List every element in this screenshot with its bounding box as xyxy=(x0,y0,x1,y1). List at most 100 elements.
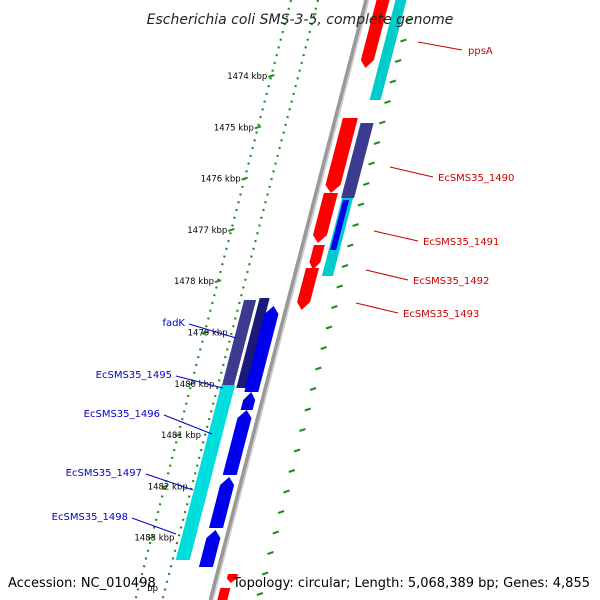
feature-track xyxy=(175,0,407,600)
minor-tick xyxy=(394,59,402,63)
EcSMS35_1491-cds xyxy=(313,193,338,243)
tick-label-1480: 1480 kbp xyxy=(174,380,214,390)
minor-tick xyxy=(362,182,370,186)
tick-label-1476: 1476 kbp xyxy=(201,175,241,185)
EcSMS35_1492-feature xyxy=(321,250,340,276)
minor-tick xyxy=(277,510,285,514)
gene-labels: ppsA EcSMS35_1490 EcSMS35_1491 EcSMS35_1492… xyxy=(52,41,514,535)
minor-tick xyxy=(261,571,269,576)
minor-tick xyxy=(256,592,264,596)
tick-label-partial: bp xyxy=(147,584,158,594)
minor-tick xyxy=(378,120,386,125)
accession-text: Accession: NC_010498 xyxy=(8,576,156,591)
EcSMS35_1495-cds xyxy=(240,392,256,410)
tick-mark-1476 xyxy=(241,176,248,181)
tick-label-1477: 1477 kbp xyxy=(187,226,227,236)
minor-tick xyxy=(368,161,375,166)
fadK-cds xyxy=(244,306,279,392)
EcSMS35_1495-feature xyxy=(199,385,236,468)
EcSMS35_1497-feature xyxy=(175,520,201,560)
tick-mark-1478 xyxy=(214,279,222,284)
next-cds-top xyxy=(226,574,238,583)
minor-tick xyxy=(400,38,407,43)
minor-tick xyxy=(304,407,312,412)
EcSMS35_1490-cds xyxy=(325,118,358,193)
minor-tick xyxy=(283,489,290,494)
minor-tick xyxy=(336,284,343,289)
leader-line-EcSMS35_1491 xyxy=(373,230,419,242)
leader-line-EcSMS35_1492 xyxy=(365,269,409,281)
ppsA-cds xyxy=(360,0,390,68)
gene-label-EcSMS35_1493: EcSMS35_1493 xyxy=(403,309,479,320)
tick-mark-1475 xyxy=(254,125,262,130)
minor-tick xyxy=(384,100,391,104)
minor-tick xyxy=(341,264,349,268)
backbone-shadow xyxy=(210,0,370,600)
EcSMS35_1497-cds xyxy=(209,477,235,528)
tick-mark-1474 xyxy=(267,74,275,78)
leader-line-fadK xyxy=(188,323,237,339)
minor-tick xyxy=(389,79,397,84)
gene-label-fadK: fadK xyxy=(162,318,185,329)
tick-label-1479: 1479 kbp xyxy=(188,329,228,339)
gene-label-EcSMS35_1497: EcSMS35_1497 xyxy=(66,468,142,479)
minor-tick xyxy=(272,530,280,535)
tick-mark-1483 xyxy=(148,535,155,540)
leader-line-EcSMS35_1498 xyxy=(131,517,177,535)
leader-line-EcSMS35_1496 xyxy=(163,414,213,435)
EcSMS35_1490-feature xyxy=(341,123,374,198)
leader-line-ppsA xyxy=(417,41,463,51)
minor-tick xyxy=(346,243,354,248)
minor-tick xyxy=(357,202,365,207)
minor-tick xyxy=(299,428,306,432)
minor-tick xyxy=(288,469,296,473)
backbone-line xyxy=(208,0,368,600)
tick-label-1481: 1481 kbp xyxy=(161,431,201,441)
minor-tick xyxy=(320,346,328,350)
minor-tick xyxy=(373,141,381,145)
leader-line-EcSMS35_1493 xyxy=(355,302,399,314)
map-title: Escherichia coli SMS-3-5, complete genom… xyxy=(147,12,454,28)
minor-tick xyxy=(331,305,338,309)
next-cds-bottom xyxy=(217,588,231,600)
ruler-ticks: 1474 kbp 1475 kbp 1476 kbp 1477 kbp 1478 kbp… xyxy=(134,18,413,596)
gene-label-EcSMS35_1496: EcSMS35_1496 xyxy=(84,409,160,420)
tick-label-1474: 1474 kbp xyxy=(227,72,267,82)
gene-label-EcSMS35_1495: EcSMS35_1495 xyxy=(96,370,172,381)
tick-label-1478: 1478 kbp xyxy=(174,277,214,287)
leader-line-EcSMS35_1490 xyxy=(389,166,434,178)
EcSMS35_1492-cds xyxy=(309,245,325,270)
EcSMS35_1496-feature xyxy=(186,468,214,520)
leader-line-EcSMS35_1495 xyxy=(175,375,224,389)
EcSMS35_1496-cds xyxy=(222,410,252,475)
minor-tick xyxy=(267,551,274,555)
tick-mark-1482 xyxy=(161,484,169,489)
minor-tick xyxy=(309,387,317,391)
minor-tick xyxy=(352,223,359,227)
gene-label-EcSMS35_1492: EcSMS35_1492 xyxy=(413,276,489,287)
fadK-feature xyxy=(222,300,257,385)
minor-tick xyxy=(293,448,301,453)
tick-label-1483: 1483 kbp xyxy=(134,534,174,544)
EcSMS35_1498-cds xyxy=(198,530,221,567)
gene-label-EcSMS35_1491: EcSMS35_1491 xyxy=(423,237,499,248)
leader-line-EcSMS35_1497 xyxy=(145,473,194,491)
minor-tick xyxy=(315,366,322,371)
ppsA-feature xyxy=(369,0,407,100)
EcSMS35_1493-cds xyxy=(297,268,319,310)
fadK-inner xyxy=(236,298,270,388)
tick-label-1475: 1475 kbp xyxy=(214,123,254,133)
gene-label-EcSMS35_1490: EcSMS35_1490 xyxy=(438,173,514,184)
topology-summary: Topology: circular; Length: 5,068,389 bp… xyxy=(232,576,590,591)
minor-tick xyxy=(405,18,413,22)
ruler-line-inner xyxy=(161,0,320,600)
gene-label-EcSMS35_1498: EcSMS35_1498 xyxy=(52,512,128,523)
tick-mark-1479 xyxy=(201,330,209,335)
tick-mark-1477 xyxy=(228,227,235,232)
genome-backbone xyxy=(208,0,370,600)
tick-label-1482: 1482 kbp xyxy=(148,482,188,492)
tick-mark-1481 xyxy=(174,433,182,438)
EcSMS35_1491-inner xyxy=(330,200,350,250)
gene-label-ppsA: ppsA xyxy=(468,46,493,57)
